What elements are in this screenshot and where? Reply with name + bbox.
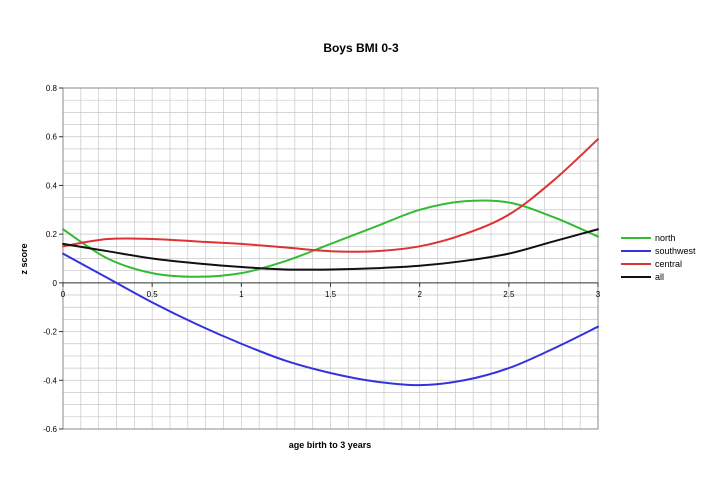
chart-title: Boys BMI 0-3	[323, 41, 399, 55]
y-axis-label: z score	[19, 243, 29, 274]
y-tick-label: -0.4	[43, 376, 57, 385]
x-tick-label: 3	[596, 290, 601, 299]
x-tick-label: 2	[417, 290, 422, 299]
y-tick-label: -0.6	[43, 425, 57, 434]
y-axis-ticks: -0.6 -0.4 -0.2 0 0.2 0.4 0.6 0.8	[43, 84, 63, 434]
y-tick-label: 0.8	[46, 84, 58, 93]
x-tick-label: 1.5	[325, 290, 337, 299]
x-axis-label: age birth to 3 years	[289, 440, 372, 450]
y-tick-label: -0.2	[43, 328, 57, 337]
series-line-central	[62, 138, 599, 253]
legend: north southwest central all	[621, 233, 696, 282]
x-tick-label: 1	[239, 290, 244, 299]
x-tick-label: 0.5	[147, 290, 159, 299]
legend-label-central: central	[655, 259, 682, 269]
y-tick-label: 0	[53, 279, 58, 288]
legend-label-southwest: southwest	[655, 246, 696, 256]
series-line-north	[62, 199, 599, 278]
grid	[62, 87, 599, 430]
series-lines	[62, 138, 599, 387]
y-tick-label: 0.6	[46, 133, 58, 142]
series-line-all	[62, 228, 599, 271]
series-line-southwest	[62, 252, 599, 387]
x-axis-ticks: 0 0.5 1 1.5 2 2.5 3	[61, 282, 601, 299]
y-tick-label: 0.4	[46, 181, 58, 190]
x-tick-label: 0	[61, 290, 66, 299]
y-tick-label: 0.2	[46, 230, 58, 239]
legend-label-all: all	[655, 272, 664, 282]
legend-label-north: north	[655, 233, 676, 243]
plot-area	[62, 87, 599, 430]
x-tick-label: 2.5	[503, 290, 515, 299]
